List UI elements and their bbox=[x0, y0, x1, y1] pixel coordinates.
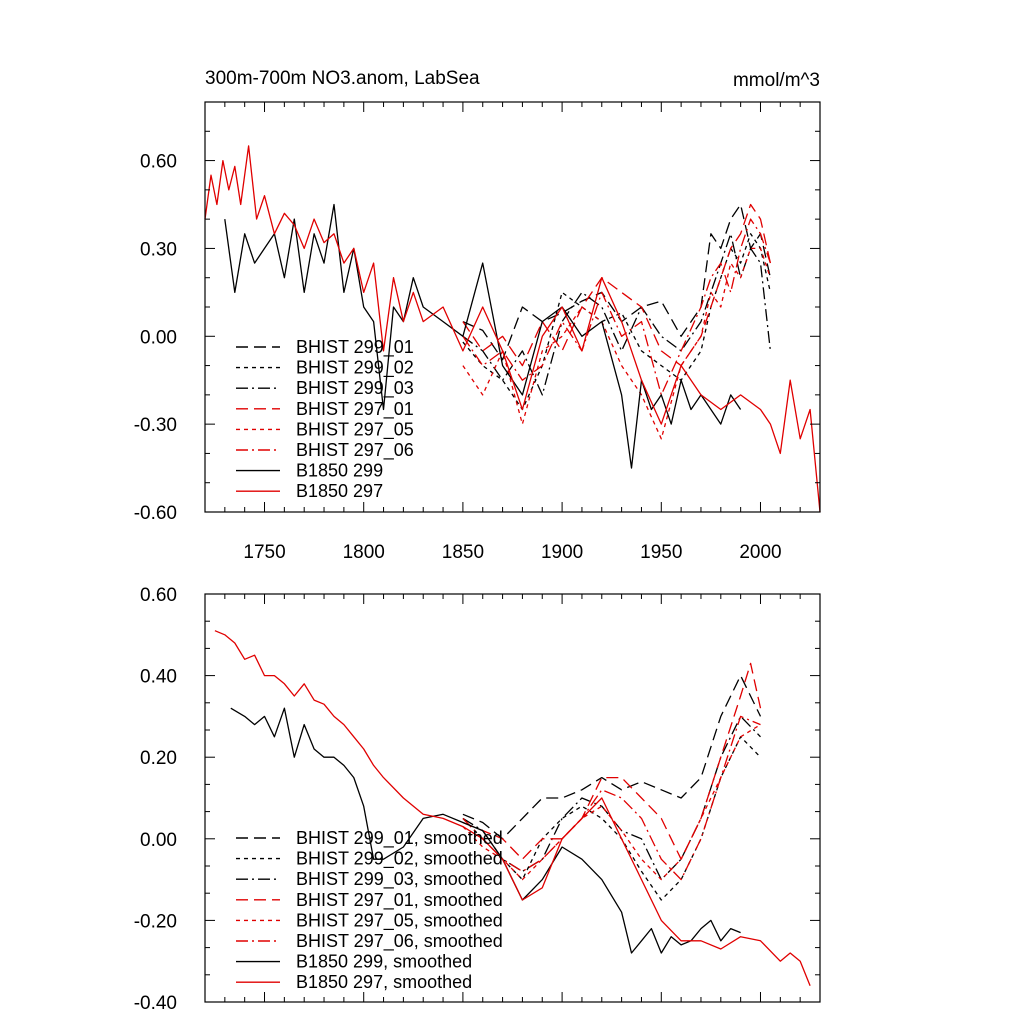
legend-label-0-0: BHIST 299_01 bbox=[296, 337, 414, 358]
y-tick-label-0-1: -0.30 bbox=[134, 415, 177, 436]
series-line-0-7 bbox=[204, 145, 821, 513]
y-tick-label-0-2: 0.00 bbox=[140, 327, 177, 348]
series-line-1-2 bbox=[462, 715, 761, 881]
series-line-0-0 bbox=[462, 203, 772, 361]
y-tick-label-1-4: 0.40 bbox=[140, 667, 177, 688]
x-tick-label-0-2: 1850 bbox=[442, 542, 484, 563]
legend-label-0-3: BHIST 297_01 bbox=[296, 399, 414, 420]
legend-label-0-4: BHIST 297_05 bbox=[296, 419, 414, 440]
series-line-1-0 bbox=[462, 674, 762, 840]
top-tick-labels: -0.60 -0.30 0.00 0.30 0.60 1750 1800 1850 1900 19… bbox=[134, 152, 782, 563]
legend-label-1-4: BHIST 297_05, smoothed bbox=[296, 910, 503, 931]
legend-label-0-1: BHIST 299_02 bbox=[296, 358, 414, 379]
x-tick-label-0-4: 1950 bbox=[640, 542, 682, 563]
legend-label-0-2: BHIST 299_03 bbox=[296, 378, 414, 399]
series-line-1-5 bbox=[462, 715, 761, 881]
y-tick-label-0-3: 0.30 bbox=[140, 239, 177, 260]
legend-label-1-5: BHIST 297_06, smoothed bbox=[296, 931, 503, 952]
top-plot-frame bbox=[204, 101, 821, 513]
legend-label-1-0: BHIST 299_01, smoothed bbox=[296, 828, 503, 849]
y-tick-label-0-0: -0.60 bbox=[134, 503, 177, 524]
series-line-1-1 bbox=[462, 736, 761, 901]
bottom-plot-marks bbox=[214, 630, 811, 986]
series-line-1-7 bbox=[214, 630, 811, 986]
series-line-1-3 bbox=[462, 662, 762, 860]
legend-label-0-6: B1850 299 bbox=[296, 461, 383, 481]
top-ticks bbox=[205, 101, 821, 513]
x-tick-label-0-0: 1750 bbox=[243, 542, 285, 563]
series-line-1-6 bbox=[230, 707, 741, 954]
top-panel: 300m-700m NO3.anom, LabSea mmol/m^3 -0.6… bbox=[134, 68, 821, 563]
x-tick-label-0-3: 1900 bbox=[541, 542, 583, 563]
y-tick-label-1-3: 0.20 bbox=[140, 748, 177, 769]
series-line-0-6 bbox=[224, 203, 742, 469]
y-tick-label-1-0: -0.40 bbox=[134, 993, 177, 1014]
top-title: 300m-700m NO3.anom, LabSea bbox=[205, 68, 480, 89]
y-tick-label-1-1: -0.20 bbox=[134, 911, 177, 932]
x-tick-label-0-1: 1800 bbox=[343, 542, 385, 563]
y-tick-label-1-2: 0.00 bbox=[140, 830, 177, 851]
x-tick-label-0-5: 2000 bbox=[739, 542, 781, 563]
legend-label-1-3: BHIST 297_01, smoothed bbox=[296, 890, 503, 911]
series-line-0-5 bbox=[462, 218, 772, 396]
legend-label-0-7: B1850 297 bbox=[296, 481, 383, 501]
bottom-plot-frame bbox=[204, 593, 821, 1003]
legend-label-1-6: B1850 299, smoothed bbox=[296, 952, 472, 972]
bottom-panel: -0.40 -0.20 0.00 0.20 0.40 0.60 BHIST 299_01,… bbox=[134, 585, 821, 1014]
legend-label-1-1: BHIST 299_02, smoothed bbox=[296, 849, 503, 870]
series-line-1-4 bbox=[462, 724, 761, 881]
legend-label-1-2: BHIST 299_03, smoothed bbox=[296, 869, 503, 890]
series-line-0-3 bbox=[462, 203, 772, 367]
bottom-ticks bbox=[205, 593, 821, 1003]
bottom-tick-labels: -0.40 -0.20 0.00 0.20 0.40 0.60 bbox=[134, 585, 177, 1014]
series-line-0-2 bbox=[462, 233, 772, 396]
series-line-0-1 bbox=[462, 233, 772, 411]
y-tick-label-0-4: 0.60 bbox=[140, 152, 177, 173]
y-tick-label-1-5: 0.60 bbox=[140, 585, 177, 606]
series-line-0-4 bbox=[462, 247, 772, 440]
top-units: mmol/m^3 bbox=[733, 70, 820, 91]
top-plot-marks bbox=[204, 145, 821, 513]
legend-label-1-7: B1850 297, smoothed bbox=[296, 972, 472, 992]
legend-label-0-5: BHIST 297_06 bbox=[296, 440, 414, 461]
